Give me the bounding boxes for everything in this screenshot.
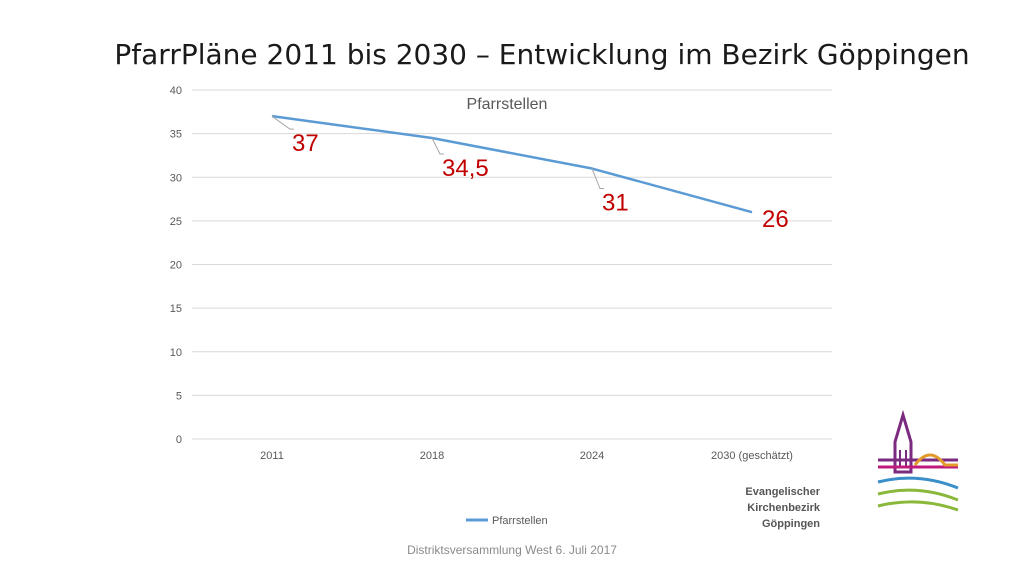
church-logo-icon: [877, 409, 959, 512]
chart-legend: Pfarrstellen: [466, 515, 548, 527]
data-label: 26: [762, 206, 789, 233]
legend-label: Pfarrstellen: [492, 515, 548, 527]
logo-text-line-1: Evangelischer: [745, 486, 820, 498]
data-label: 31: [602, 190, 629, 217]
data-label: 34,5: [442, 155, 489, 182]
data-label-leader: [271, 115, 294, 130]
data-label-leader: [431, 137, 444, 155]
footer-text: Distriktsversammlung West 6. Juli 2017: [407, 543, 617, 557]
y-tick-label: 25: [170, 216, 182, 228]
y-tick-label: 10: [170, 347, 182, 359]
x-tick-label: 2030 (geschätzt): [711, 450, 793, 462]
y-tick-label: 40: [170, 85, 182, 97]
x-tick-label: 2018: [420, 450, 444, 462]
y-tick-label: 35: [170, 129, 182, 141]
church-district-logo: Evangelischer Kirchenbezirk Göppingen: [745, 409, 970, 540]
x-tick-label: 2024: [580, 450, 604, 462]
series-pfarrstellen: 37 34,5 31 26: [271, 114, 789, 233]
y-tick-label: 15: [170, 303, 182, 315]
data-label: 37: [292, 130, 319, 157]
y-axis-tick-labels: 0 5 10 15 20 25 30 35 40: [170, 85, 182, 446]
y-tick-label: 0: [176, 434, 182, 446]
slide-title: PfarrPläne 2011 bis 2030 – Entwicklung i…: [114, 38, 970, 71]
data-label-leader: [591, 168, 604, 190]
series-line: [271, 114, 753, 214]
logo-text-line-2: Kirchenbezirk: [747, 502, 820, 514]
logo-text-line-3: Göppingen: [761, 518, 820, 530]
x-axis-tick-labels: 2011 2018 2024 2030 (geschätzt): [260, 450, 793, 462]
y-tick-label: 5: [176, 390, 182, 402]
chart-gridlines: [192, 89, 832, 440]
y-tick-label: 20: [170, 260, 182, 272]
chart-title: Pfarrstellen: [467, 96, 548, 113]
y-tick-label: 30: [170, 172, 182, 184]
x-tick-label: 2011: [260, 450, 284, 462]
